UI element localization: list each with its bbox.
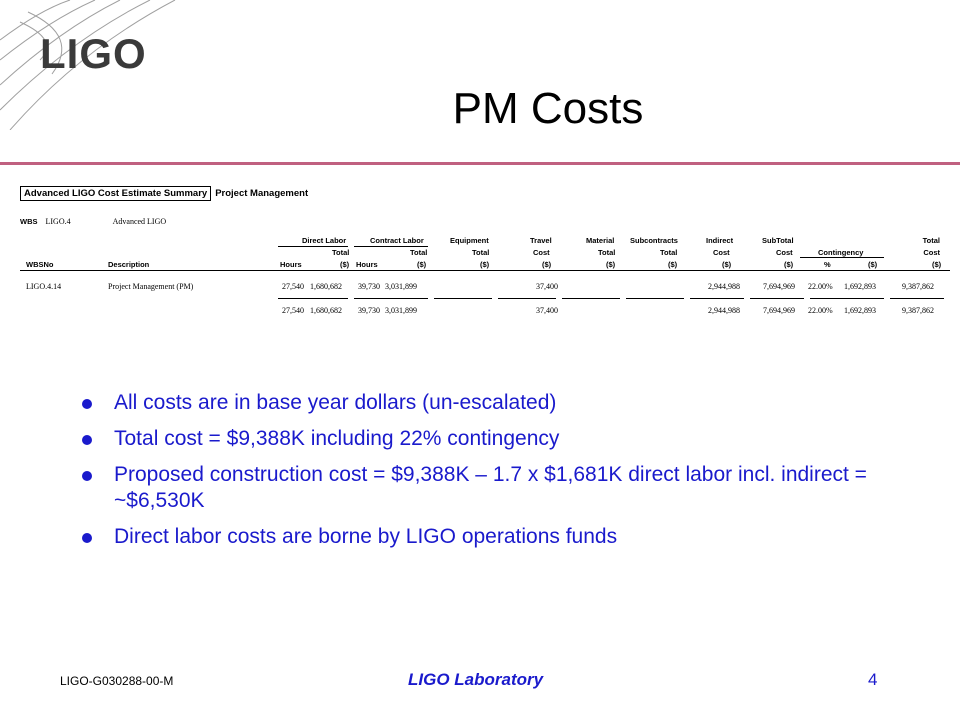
bullet-text: Direct labor costs are borne by LIGO ope… [114, 525, 618, 548]
col-cl-hours: Hours [356, 260, 378, 269]
bullet-dot-icon [82, 435, 92, 445]
col-cl-dollars: ($) [417, 260, 427, 269]
total-dl-hours: 27,540 [282, 306, 304, 315]
sum-rule [890, 298, 944, 299]
total-dl-dollars: 1,680,682 [310, 306, 342, 315]
sum-rule [354, 298, 428, 299]
sub-subcontracts-total: Total [660, 248, 678, 257]
wbs-line: WBS LIGO.4 Advanced LIGO [20, 217, 166, 226]
total-contingency-pct: 22.00% [808, 306, 833, 315]
bullet-item: Proposed construction cost = $9,388K – 1… [80, 462, 940, 514]
wbs-name: Advanced LIGO [112, 217, 167, 226]
col-subtotal-dollars: ($) [784, 260, 794, 269]
row-description: Project Management (PM) [108, 282, 194, 291]
bullet-text: All costs are in base year dollars (un-e… [114, 391, 557, 414]
sum-rule [434, 298, 492, 299]
document-id: LIGO-G030288-00-M [60, 674, 174, 688]
row-total: 9,387,862 [902, 282, 934, 291]
sub-direct-total: Total [332, 248, 350, 257]
hdr-subcontracts: Subcontracts [630, 236, 678, 245]
slide-title: PM Costs [452, 84, 644, 133]
sheet-title-boxed: Advanced LIGO Cost Estimate Summary [20, 186, 212, 201]
sub-subtotal-cost: Cost [776, 248, 793, 257]
col-contingency-pct: % [824, 260, 831, 269]
total-total: 9,387,862 [902, 306, 934, 315]
sub-indirect-cost: Cost [713, 248, 730, 257]
col-travel-dollars: ($) [542, 260, 552, 269]
wbs-label: WBS [20, 217, 38, 226]
bullet-dot-icon [82, 471, 92, 481]
col-equipment-dollars: ($) [480, 260, 490, 269]
hdr-travel: Travel [530, 236, 552, 245]
sub-total-cost: Cost [923, 248, 940, 257]
col-dl-dollars: ($) [340, 260, 350, 269]
total-contingency-dollars: 1,692,893 [844, 306, 876, 315]
hdr-total: Total [922, 236, 940, 245]
title-divider [0, 162, 960, 165]
sub-material-total: Total [598, 248, 616, 257]
logo-arcs-graphic [0, 0, 176, 130]
sub-equipment-total: Total [472, 248, 490, 257]
total-indirect: 2,944,988 [708, 306, 740, 315]
bullet-item: Total cost = $9,388K including 22% conti… [80, 426, 940, 452]
sum-rule [498, 298, 556, 299]
sub-travel-cost: Cost [533, 248, 550, 257]
sum-rule [750, 298, 804, 299]
hdr-direct-labor: Direct Labor [302, 236, 347, 245]
bullet-item: Direct labor costs are borne by LIGO ope… [80, 524, 940, 550]
hdr-contingency: Contingency [818, 248, 864, 257]
col-material-dollars: ($) [606, 260, 616, 269]
row-travel: 37,400 [536, 282, 558, 291]
sum-rule [690, 298, 744, 299]
rule-direct-labor [278, 246, 348, 247]
row-dl-dollars: 1,680,682 [310, 282, 342, 291]
row-cl-dollars: 3,031,899 [385, 282, 417, 291]
sum-rule [562, 298, 620, 299]
row-cl-hours: 39,730 [358, 282, 380, 291]
hdr-subtotal: SubTotal [762, 236, 794, 245]
rule-contract-labor [354, 246, 428, 247]
sum-rule [626, 298, 684, 299]
cost-summary-table: Advanced LIGO Cost Estimate Summary Proj… [20, 186, 950, 328]
bullet-dot-icon [82, 399, 92, 409]
total-subtotal: 7,694,969 [763, 306, 795, 315]
row-dl-hours: 27,540 [282, 282, 304, 291]
bullet-text: Proposed construction cost = $9,388K – 1… [114, 463, 867, 512]
col-total-dollars: ($) [932, 260, 942, 269]
rule-contingency [800, 257, 884, 258]
col-subcontracts-dollars: ($) [668, 260, 678, 269]
hdr-contract-labor: Contract Labor [370, 236, 424, 245]
hdr-material: Material [586, 236, 615, 245]
row-wbsno: LIGO.4.14 [26, 282, 62, 291]
col-dl-hours: Hours [280, 260, 302, 269]
col-indirect-dollars: ($) [722, 260, 732, 269]
bullet-item: All costs are in base year dollars (un-e… [80, 390, 940, 416]
wbs-code: LIGO.4 [45, 217, 71, 226]
row-contingency-pct: 22.00% [808, 282, 833, 291]
total-cl-hours: 39,730 [358, 306, 380, 315]
footer-lab-name: LIGO Laboratory [408, 670, 544, 689]
hdr-indirect: Indirect [706, 236, 734, 245]
col-contingency-dollars: ($) [868, 260, 878, 269]
sheet-title-sub: Project Management [215, 188, 309, 199]
row-contingency-dollars: 1,692,893 [844, 282, 876, 291]
bullet-dot-icon [82, 533, 92, 543]
col-description: Description [108, 260, 150, 269]
col-wbsno: WBSNo [26, 260, 54, 269]
row-indirect: 2,944,988 [708, 282, 740, 291]
bullet-list: All costs are in base year dollars (un-e… [80, 390, 940, 560]
sum-rule [278, 298, 348, 299]
page-number: 4 [868, 670, 878, 689]
header-rule [20, 270, 950, 271]
sum-rule [810, 298, 884, 299]
hdr-equipment: Equipment [450, 236, 489, 245]
total-cl-dollars: 3,031,899 [385, 306, 417, 315]
total-travel: 37,400 [536, 306, 558, 315]
ligo-logo: LIGO [40, 30, 147, 77]
row-subtotal: 7,694,969 [763, 282, 795, 291]
sub-contract-total: Total [410, 248, 428, 257]
bullet-text: Total cost = $9,388K including 22% conti… [114, 427, 560, 450]
sheet-title: Advanced LIGO Cost Estimate Summary Proj… [20, 186, 309, 201]
